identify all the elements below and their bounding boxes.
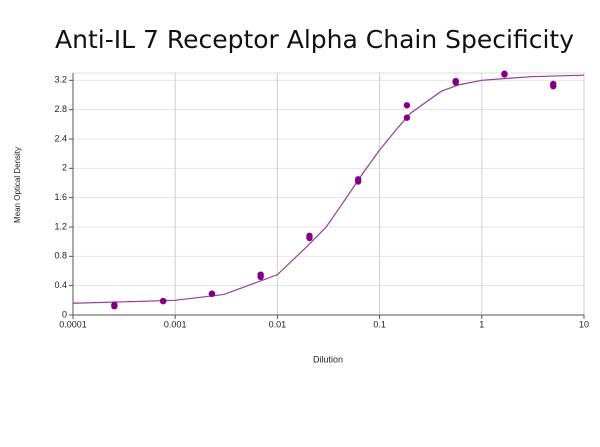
y-tick-label: 1.6 (54, 192, 67, 202)
chart-title: Anti-IL 7 Receptor Alpha Chain Specifici… (55, 25, 574, 54)
plot-area (72, 72, 585, 316)
x-tick-label: 0.01 (269, 319, 287, 329)
data-point (403, 114, 411, 121)
x-tick-label: 0.1 (373, 319, 386, 329)
x-tick-label: 0.0001 (59, 319, 87, 329)
y-tick-label: 1.2 (54, 221, 67, 231)
y-tick-label: 2.8 (54, 104, 67, 114)
data-point (257, 273, 264, 281)
data-point (550, 83, 557, 90)
y-tick-label: 2 (62, 163, 67, 173)
data-point (354, 178, 362, 185)
data-point (111, 303, 118, 310)
y-axis-label: Mean Optical Density (13, 147, 22, 223)
data-point (306, 234, 313, 242)
data-point (501, 71, 508, 78)
y-tick-label: 3.2 (54, 75, 67, 85)
data-point (159, 297, 167, 305)
y-tick-label: 0.8 (54, 251, 67, 261)
data-point (452, 79, 459, 86)
x-tick-label: 10 (579, 319, 589, 329)
data-point (208, 290, 216, 297)
x-axis-label: Dilution (313, 354, 343, 364)
fit-curve (72, 74, 585, 304)
y-tick-label: 2.4 (54, 133, 67, 143)
y-tick-label: 0.4 (54, 280, 67, 290)
x-tick-label: 1 (479, 319, 484, 329)
x-tick-label: 0.001 (164, 319, 187, 329)
y-tick-label: 0 (62, 309, 67, 319)
data-point (403, 102, 411, 109)
